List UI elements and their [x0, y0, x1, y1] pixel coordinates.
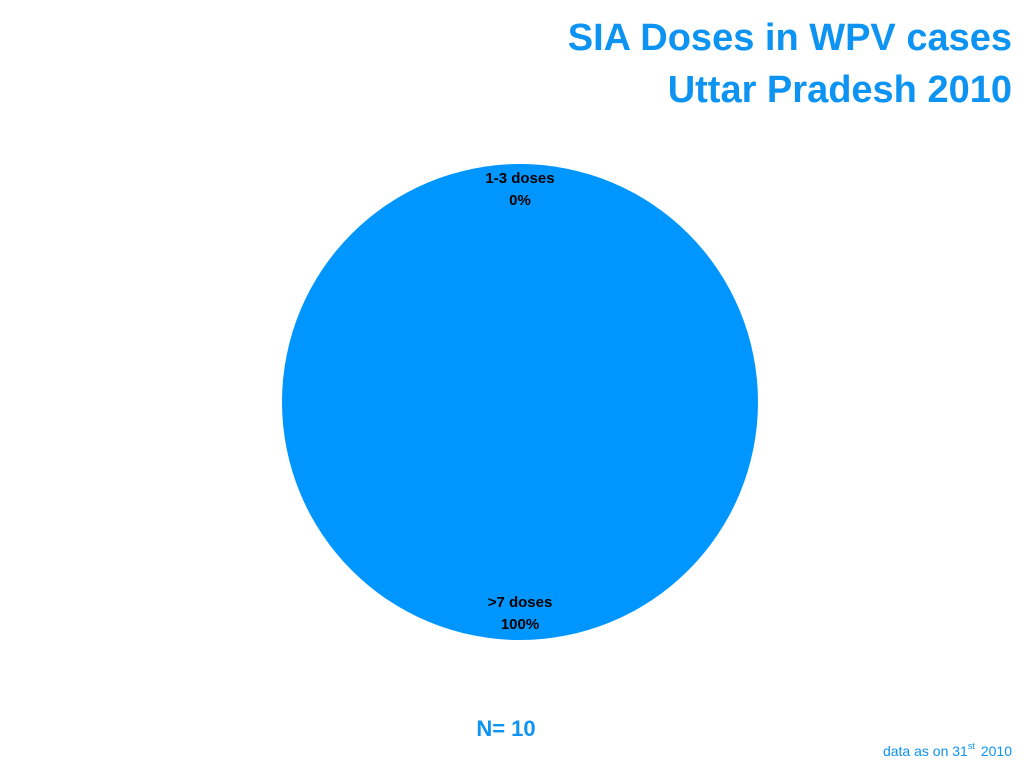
footnote-text: data as on 31 — [883, 743, 968, 759]
footnote-sup: st — [968, 741, 976, 751]
footnote-year: 2010 — [981, 743, 1012, 759]
chart-title: SIA Doses in WPV cases — [568, 17, 1012, 59]
slice-label: >7 doses — [488, 594, 553, 611]
footnote: data as on 31st 2010 — [883, 741, 1012, 758]
slice-value-label: 0% — [509, 192, 531, 209]
slice-label: 1-3 doses — [485, 170, 554, 187]
pie: 1-3 doses 0% >7 doses 100% — [282, 164, 758, 640]
chart-subtitle: Uttar Pradesh 2010 — [668, 69, 1012, 111]
pie-slice — [282, 164, 758, 640]
sample-size: N= 10 — [476, 716, 535, 741]
slice-value-label: 100% — [501, 616, 539, 633]
